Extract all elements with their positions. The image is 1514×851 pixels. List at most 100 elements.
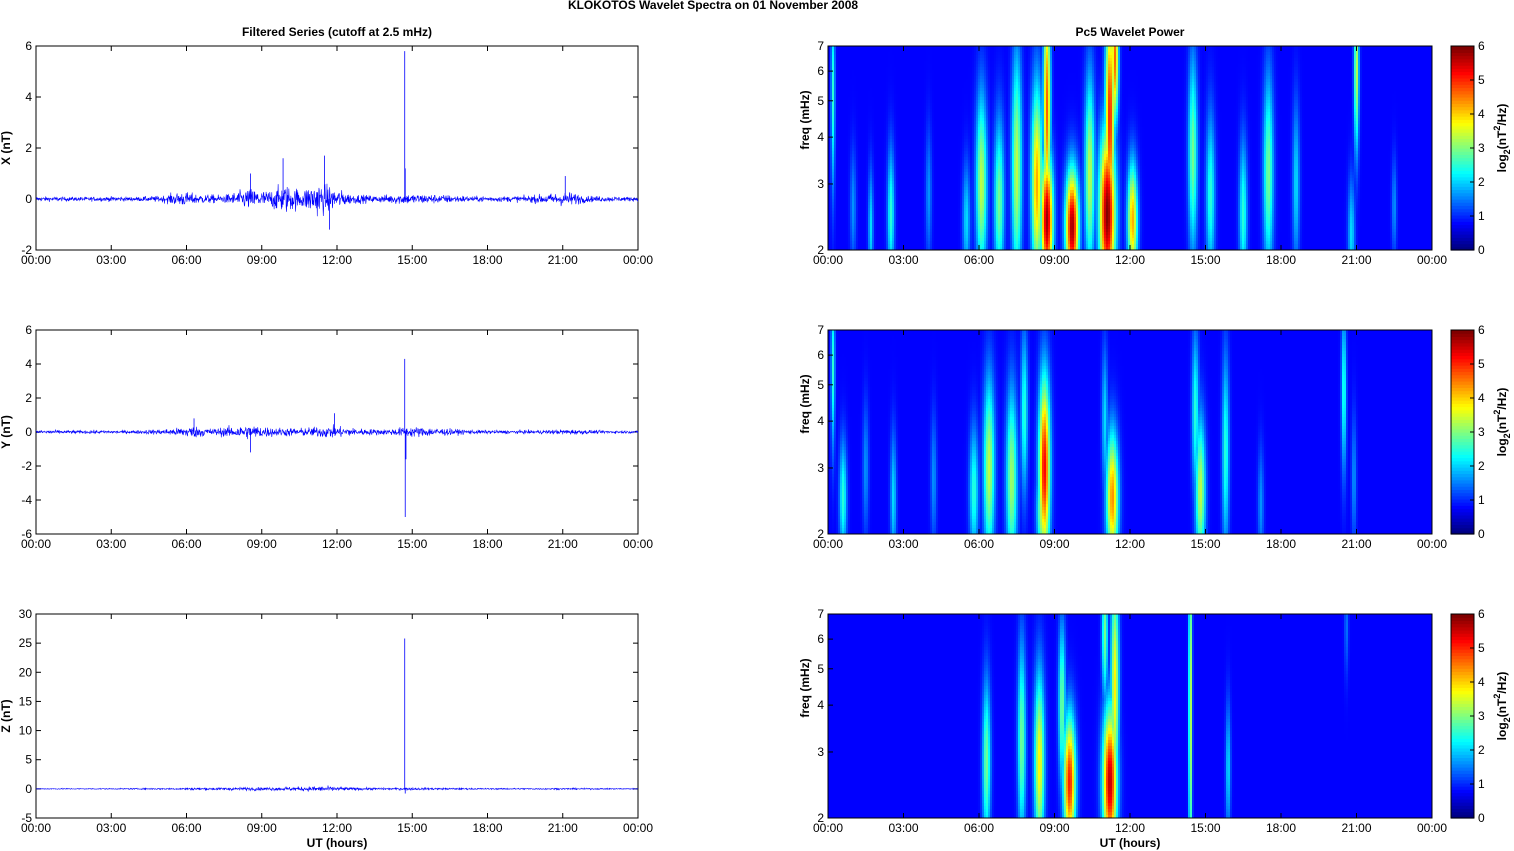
power-cell — [1028, 52, 1031, 56]
power-cell — [832, 55, 835, 59]
power-cell — [1054, 70, 1057, 74]
power-cell — [1068, 73, 1077, 77]
power-cell — [976, 79, 979, 83]
power-cell — [1304, 67, 1351, 71]
power-cell — [1196, 79, 1199, 83]
power-cell — [1302, 79, 1305, 83]
power-cell — [1208, 79, 1211, 83]
power-cell — [1030, 100, 1033, 104]
power-cell — [1358, 58, 1361, 62]
power-cell — [1262, 106, 1265, 110]
power-cell — [1260, 88, 1263, 92]
power-cell — [854, 97, 857, 101]
power-cell — [1108, 73, 1111, 77]
power-cell — [1360, 91, 1363, 95]
power-cell — [1304, 88, 1351, 92]
power-cell — [1024, 82, 1027, 86]
power-cell — [1048, 76, 1051, 80]
power-cell — [1106, 76, 1109, 80]
power-cell — [1010, 73, 1013, 77]
power-cell — [962, 97, 965, 101]
power-cell — [1034, 49, 1037, 53]
power-cell — [984, 49, 987, 53]
power-cell — [1034, 103, 1037, 107]
power-cell — [932, 61, 971, 65]
power-cell — [1270, 88, 1273, 92]
power-cell — [976, 76, 979, 80]
power-cell — [1354, 103, 1357, 107]
power-cell — [1040, 76, 1043, 80]
power-cell — [1086, 100, 1089, 104]
power-cell — [1016, 103, 1019, 107]
power-cell — [1014, 67, 1017, 71]
power-cell — [1114, 49, 1117, 53]
power-cell — [1236, 103, 1239, 107]
power-cell — [1272, 85, 1275, 89]
power-cell — [1028, 64, 1031, 68]
power-cell — [1210, 100, 1213, 104]
power-cell — [1034, 85, 1037, 89]
power-cell — [1020, 97, 1023, 101]
power-cell — [1052, 61, 1055, 65]
power-cell — [852, 94, 855, 98]
power-cell — [1214, 64, 1217, 68]
power-cell — [972, 103, 975, 107]
power-cell — [1182, 88, 1185, 92]
power-cell — [848, 103, 851, 107]
power-cell — [1212, 55, 1215, 59]
y-axis-label: X (nT) — [0, 131, 13, 165]
power-cell — [970, 67, 973, 71]
power-cell — [1118, 61, 1121, 65]
power-cell — [1244, 76, 1247, 80]
power-cell — [1124, 106, 1127, 110]
power-cell — [1002, 79, 1005, 83]
power-cell — [868, 103, 871, 107]
power-cell — [1288, 73, 1291, 77]
power-cell — [1242, 64, 1245, 68]
power-cell — [1112, 82, 1115, 86]
power-cell — [928, 91, 931, 95]
power-cell — [1360, 61, 1363, 65]
power-cell — [1184, 70, 1187, 74]
power-cell — [830, 64, 833, 68]
power-cell — [1216, 67, 1219, 71]
power-cell — [1200, 61, 1203, 65]
power-cell — [1268, 103, 1271, 107]
power-cell — [1078, 82, 1081, 86]
series-trace — [35, 183, 639, 217]
power-cell — [1004, 73, 1007, 77]
power-cell — [1038, 46, 1041, 50]
power-cell — [1104, 64, 1107, 68]
power-cell — [1352, 79, 1355, 83]
power-cell — [1082, 67, 1085, 71]
power-cell — [1020, 79, 1023, 83]
power-cell — [836, 55, 839, 59]
power-cell — [1002, 103, 1005, 107]
power-cell — [896, 82, 925, 86]
power-cell — [928, 88, 931, 92]
power-cell — [1100, 91, 1103, 95]
power-cell — [1276, 85, 1279, 89]
power-cell — [1018, 76, 1021, 80]
power-cell — [1104, 106, 1107, 110]
power-cell — [1290, 103, 1293, 107]
power-cell — [1186, 58, 1189, 62]
power-cell — [962, 109, 965, 113]
power-cell — [1186, 79, 1189, 83]
power-cell — [830, 67, 833, 71]
power-cell — [1034, 58, 1037, 62]
power-cell — [1074, 106, 1077, 110]
power-cell — [1260, 58, 1263, 62]
power-cell — [1248, 64, 1251, 68]
power-cell — [1104, 55, 1107, 59]
power-cell — [1278, 64, 1281, 68]
power-cell — [852, 97, 855, 101]
power-cell — [890, 91, 893, 95]
power-cell — [1212, 97, 1215, 101]
power-cell — [1120, 58, 1123, 62]
power-cell — [1352, 55, 1355, 59]
power-cell — [1204, 67, 1207, 71]
power-cell — [1052, 109, 1055, 113]
series-trace — [35, 785, 639, 792]
power-cell — [990, 91, 993, 95]
